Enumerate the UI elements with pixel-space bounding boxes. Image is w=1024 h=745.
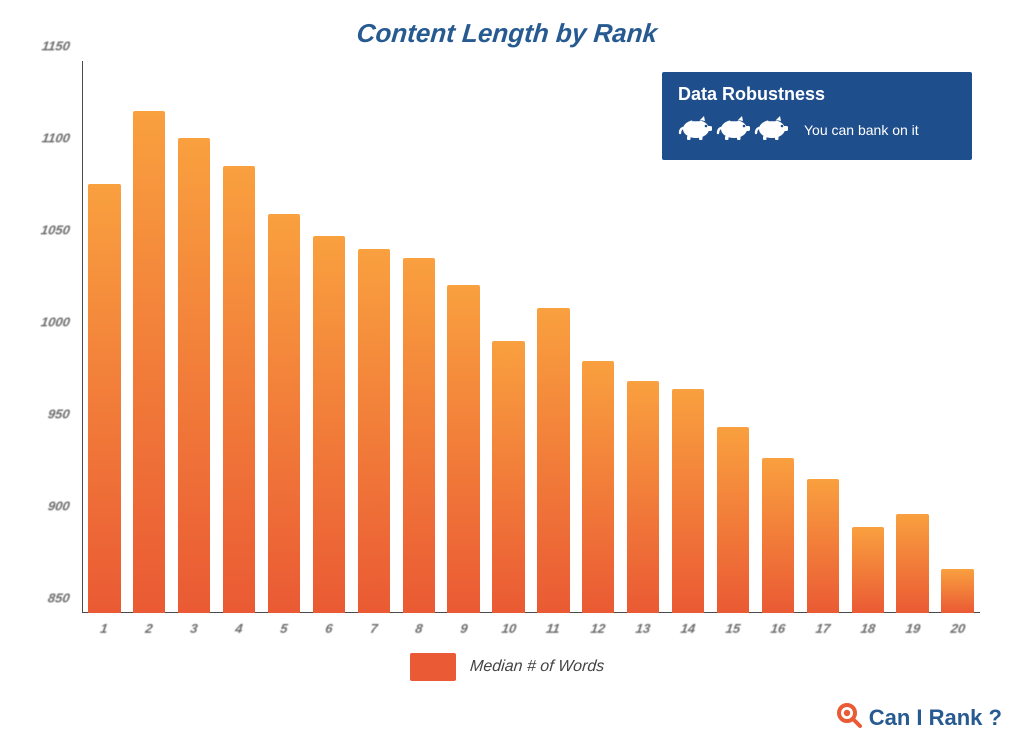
x-tick-label: 14 [680, 621, 697, 636]
y-axis: 8509009501000105011001150 [22, 61, 78, 613]
bar [358, 249, 390, 613]
x-tick-label: 16 [770, 621, 787, 636]
bar [582, 361, 614, 613]
legend-label: Median # of Words [469, 658, 605, 676]
brand-name: Can I Rank [869, 705, 983, 730]
y-tick-label: 1050 [40, 223, 71, 238]
brand-logo: Can I Rank ? [835, 701, 1002, 735]
bar [403, 258, 435, 613]
x-tick-label: 6 [324, 621, 333, 636]
bar [896, 514, 928, 613]
x-axis: 1234567891011121314151617181920 [82, 617, 980, 643]
bar [178, 138, 210, 613]
x-tick-label: 19 [904, 621, 921, 636]
chart-title: Content Length by Rank [9, 18, 1006, 49]
bar [447, 285, 479, 613]
bar [133, 111, 165, 613]
y-tick-label: 1150 [41, 39, 71, 54]
x-tick-label: 2 [145, 621, 154, 636]
x-tick-label: 12 [590, 621, 607, 636]
bar [88, 184, 120, 613]
x-tick-label: 10 [500, 621, 517, 636]
x-tick-label: 7 [369, 621, 378, 636]
bar [313, 236, 345, 613]
x-tick-label: 9 [459, 621, 468, 636]
y-tick-label: 1100 [41, 131, 71, 146]
legend: Median # of Words [10, 653, 1004, 681]
search-icon [835, 701, 863, 735]
x-tick-label: 18 [859, 621, 876, 636]
bar [268, 214, 300, 613]
x-tick-label: 1 [100, 621, 109, 636]
y-tick-label: 850 [47, 591, 71, 606]
x-tick-label: 3 [190, 621, 199, 636]
bar [492, 341, 524, 613]
bar [537, 308, 569, 613]
legend-swatch [410, 653, 456, 681]
x-tick-label: 5 [279, 621, 288, 636]
brand-tail: ? [989, 705, 1002, 730]
robustness-title: Data Robustness [678, 84, 956, 105]
y-tick-label: 1000 [40, 315, 71, 330]
x-tick-label: 13 [635, 621, 652, 636]
x-tick-label: 4 [234, 621, 243, 636]
y-tick-label: 950 [47, 407, 71, 422]
bar [762, 458, 794, 613]
bar [627, 381, 659, 613]
x-tick-label: 20 [949, 621, 966, 636]
robustness-row: You can bank on it [678, 113, 956, 146]
bar [717, 427, 749, 613]
bar [807, 479, 839, 613]
x-tick-label: 8 [414, 621, 423, 636]
bar [941, 569, 973, 613]
bar [852, 527, 884, 613]
data-robustness-box: Data Robustness You can bank on it [662, 72, 972, 160]
x-tick-label: 15 [725, 621, 742, 636]
robustness-text: You can bank on it [804, 122, 919, 138]
piggy-icons [678, 113, 792, 146]
bar [672, 389, 704, 613]
brand-text: Can I Rank ? [869, 705, 1002, 731]
x-tick-label: 11 [546, 621, 562, 636]
bar [223, 166, 255, 613]
y-tick-label: 900 [47, 499, 71, 514]
x-tick-label: 17 [815, 621, 832, 636]
